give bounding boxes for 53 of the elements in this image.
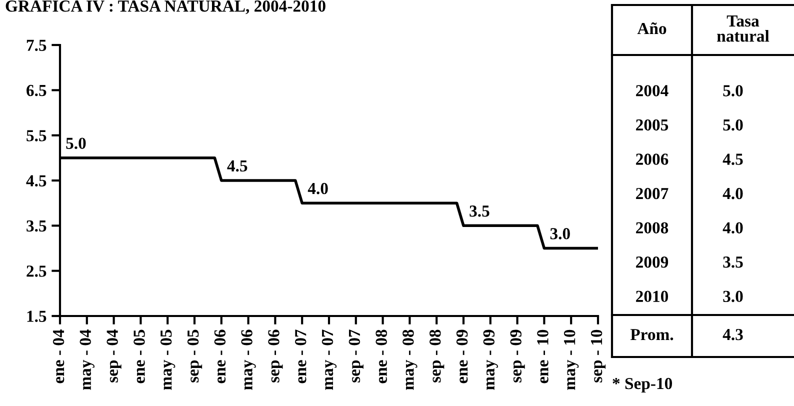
x-tick-label: may - 06 xyxy=(241,330,256,390)
text: Tasa natural xyxy=(717,16,770,42)
x-tick-label: sep - 06 xyxy=(268,330,283,382)
x-tick-label: sep - 08 xyxy=(430,330,444,382)
text: 4.0 xyxy=(722,188,743,200)
text: 2006 xyxy=(636,154,668,165)
x-tick-label: ene - 10 xyxy=(537,330,548,384)
x-tick-label: may - 05 xyxy=(160,330,176,390)
chart-title: GRAFICA IV : TASA NATURAL, 2004-2010 xyxy=(6,0,326,14)
x-tick-label: ene - 06 xyxy=(214,330,226,384)
text: 2007 xyxy=(636,188,668,200)
x-tick-label: may - 10 xyxy=(564,330,579,390)
text: 5.5 xyxy=(26,130,46,142)
text: 2004 xyxy=(636,85,668,96)
x-tick-label: may - 04 xyxy=(80,330,94,390)
x-tick-label: sep - 05 xyxy=(187,330,202,382)
x-tick-label: ene - 09 xyxy=(456,330,468,384)
x-tick-label: sep - 09 xyxy=(510,330,525,382)
text: 7.5 xyxy=(26,40,46,52)
text: * Sep-10 xyxy=(612,378,672,393)
x-tick-label: may - 07 xyxy=(322,330,337,390)
x-tick-label: sep - 10 xyxy=(590,330,606,382)
text: 2005 xyxy=(636,119,668,131)
data-label: 4.0 xyxy=(308,182,328,194)
x-tick-label: sep - 07 xyxy=(348,330,364,382)
text: 3.5 xyxy=(723,256,743,268)
data-label: 3.0 xyxy=(550,228,570,240)
text: 2008 xyxy=(636,222,668,234)
x-tick-label: ene - 07 xyxy=(295,330,306,384)
text: 4.5 xyxy=(26,175,46,187)
x-tick-label: ene - 04 xyxy=(52,330,64,384)
text: 3.0 xyxy=(723,290,743,302)
text: 2010 xyxy=(636,290,668,302)
text: 2009 xyxy=(636,256,668,268)
data-label: 4.5 xyxy=(227,160,248,172)
text: 2.5 xyxy=(26,266,46,277)
text: 4.3 xyxy=(722,328,743,340)
x-tick-label: may - 08 xyxy=(402,330,418,390)
text: 3.5 xyxy=(26,220,46,232)
data-label: 5.0 xyxy=(66,138,86,150)
data-label: 3.5 xyxy=(470,206,490,217)
x-tick-label: ene - 08 xyxy=(376,330,387,384)
text: 1.5 xyxy=(27,310,46,322)
x-tick-label: ene - 05 xyxy=(134,330,145,384)
text: 5.0 xyxy=(723,85,743,96)
text: 4.0 xyxy=(722,222,743,234)
text: 6.5 xyxy=(26,84,46,96)
x-tick-label: may - 09 xyxy=(483,330,498,390)
text: Prom. xyxy=(630,329,674,340)
text: 5.0 xyxy=(723,119,743,131)
x-tick-label: sep - 04 xyxy=(106,330,122,382)
text: Año xyxy=(637,22,666,34)
text: 4.5 xyxy=(722,154,743,165)
